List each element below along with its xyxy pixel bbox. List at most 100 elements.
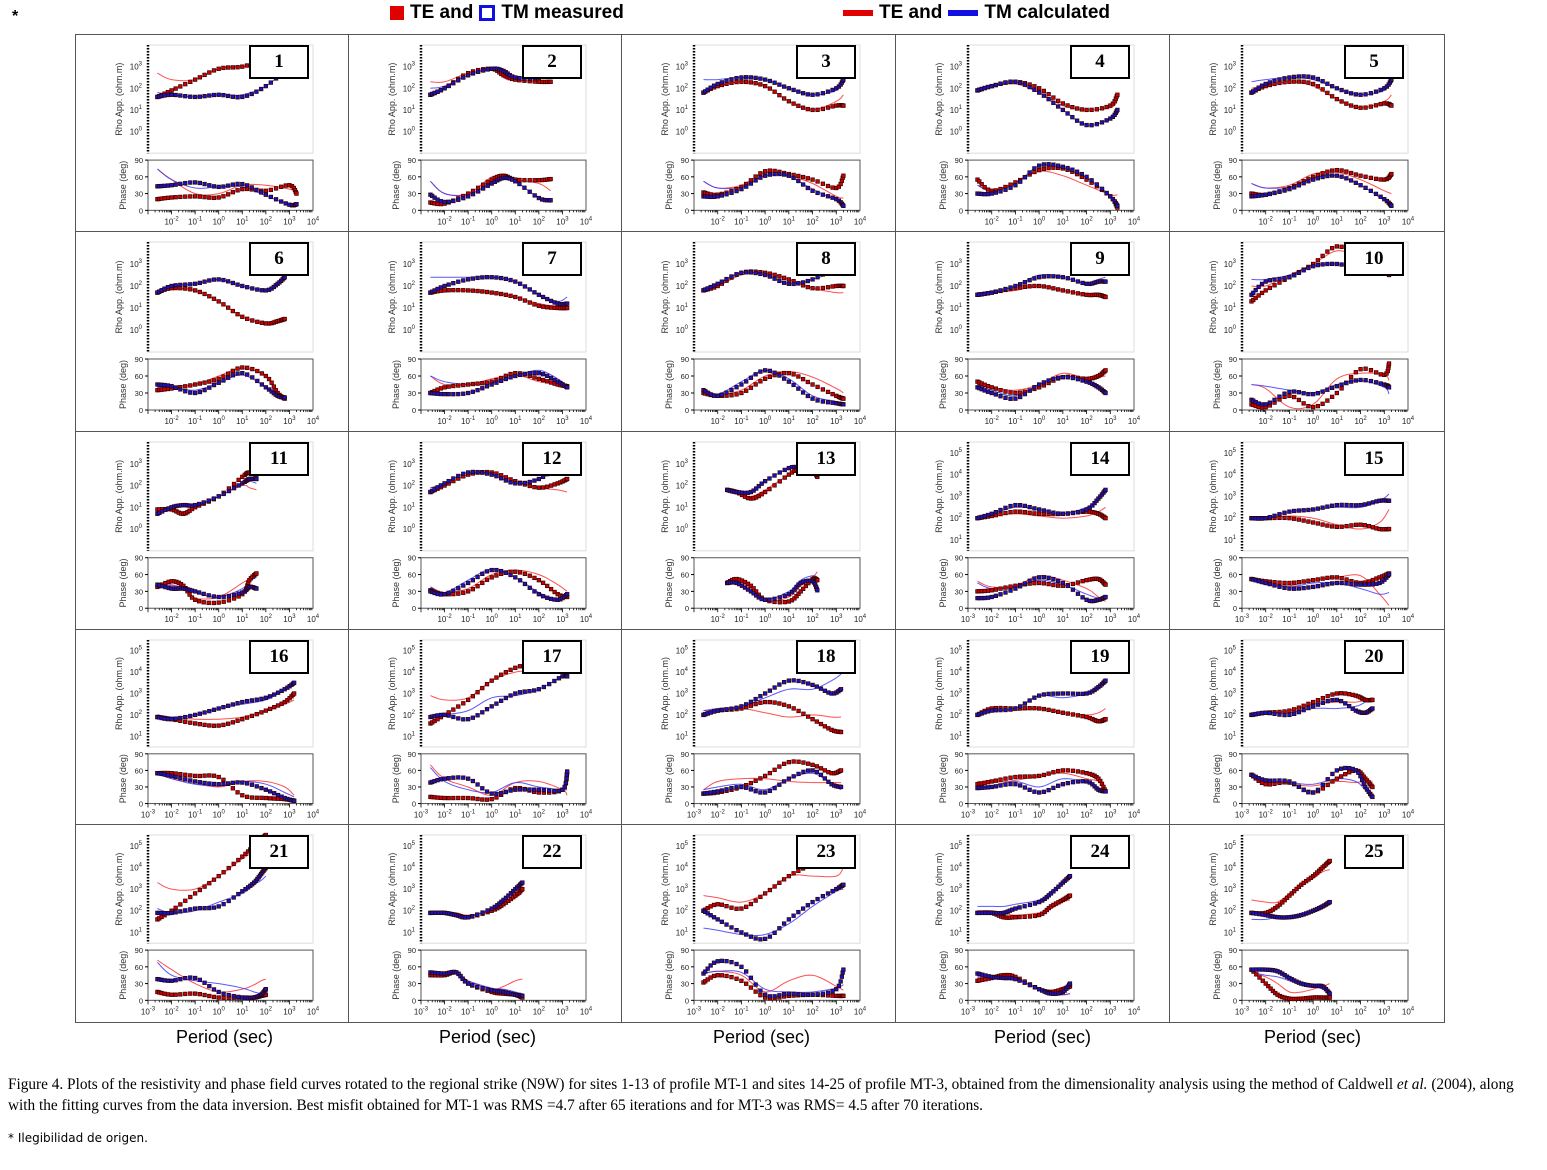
rho-tick-label: 101: [403, 105, 416, 115]
tm-measured-rho-point: [1070, 277, 1076, 282]
tm-measured-phase: [155, 180, 299, 208]
rho-tick-label: 102: [403, 83, 416, 93]
site-number-label: 3: [796, 45, 856, 79]
tm-measured-phase-point: [781, 172, 787, 177]
tm-measured-phase-point: [178, 387, 183, 392]
tm-measured-rho-point: [211, 92, 217, 98]
tm-calculated-rho-line: [703, 673, 842, 712]
tm-measured-phase-point: [1272, 397, 1277, 403]
tm-measured-rho-point: [465, 277, 471, 282]
phase-tick-label: 0: [139, 996, 143, 1005]
rho-tick-label: 101: [950, 731, 963, 741]
tm-measured-rho-point: [1003, 286, 1008, 292]
tm-measured-rho-point: [1363, 92, 1368, 97]
x-tick-label: 10-1: [1008, 216, 1023, 226]
tm-measured-rho-point: [1287, 509, 1292, 514]
te-measured-rho-point: [1370, 525, 1376, 530]
phase-y-axis-label: Phase (deg): [938, 754, 948, 803]
te-measured-phase-point: [283, 183, 288, 188]
te-measured-rho-point: [1334, 244, 1340, 249]
te-measured-rho-point: [536, 485, 542, 490]
tm-measured-phase: [701, 368, 846, 407]
te-measured-rho-point: [480, 685, 485, 691]
tm-measured-rho-point: [1013, 283, 1018, 289]
te-measured-rho-point: [250, 318, 255, 323]
te-measured-rho-point: [1334, 524, 1340, 530]
tm-measured-phase-point: [503, 570, 509, 575]
te-measured-rho-point: [540, 304, 546, 309]
tm-measured-rho-point: [240, 94, 245, 100]
tm-measured-phase-point: [1277, 189, 1282, 194]
te-measured-rho-point: [1018, 509, 1023, 514]
tm-measured-rho-point: [1320, 505, 1325, 510]
x-tick-label: 10-1: [461, 416, 476, 426]
te-measured-phase-point: [1008, 390, 1013, 395]
tm-measured-rho-point: [532, 290, 537, 295]
te-measured-rho-point: [1080, 292, 1085, 297]
te-measured-rho-point: [1358, 105, 1363, 110]
tm-measured-phase-point: [1055, 578, 1061, 584]
site-number-label: 1: [249, 45, 309, 79]
tm-measured-phase-point: [805, 185, 810, 191]
x-tick-label: 10-1: [1008, 614, 1023, 624]
x-tick-label: 103: [1104, 614, 1117, 624]
te-measured-phase-point: [1046, 581, 1051, 587]
tm-measured-phase-point: [1060, 374, 1066, 380]
tm-measured-phase-point: [540, 594, 546, 599]
te-measured-phase-point: [1301, 401, 1306, 406]
tm-measured-rho-point: [724, 707, 729, 712]
tm-measured-phase-point: [548, 596, 554, 602]
te-measured-rho-point: [1277, 515, 1282, 520]
tm-measured-phase-point: [442, 199, 447, 205]
te-measured-phase-point: [216, 376, 221, 381]
x-tick-label: 10-1: [1282, 614, 1297, 624]
te-measured-rho-point: [1115, 92, 1120, 97]
tm-measured-phase-point: [451, 198, 456, 204]
te-measured-rho-point: [1353, 522, 1359, 527]
te-measured-phase-point: [1329, 394, 1335, 400]
te-measured-rho-point: [796, 708, 801, 714]
te-measured-rho-point: [1046, 707, 1051, 713]
tm-measured-rho-point: [192, 712, 198, 718]
tm-measured-rho-point: [461, 471, 466, 476]
tm-measured-rho-point: [1344, 89, 1349, 94]
te-measured-rho-point: [744, 79, 749, 85]
te-measured-rho-point: [1320, 522, 1325, 527]
x-tick-label: 10-1: [461, 810, 476, 820]
tm-measured-phase-point: [1386, 572, 1392, 577]
site-number-label: 4: [1070, 45, 1130, 79]
te-measured-rho-point: [1084, 107, 1089, 113]
te-measured-phase-point: [192, 773, 198, 779]
tm-measured-phase-point: [830, 195, 835, 200]
tm-measured-rho: [975, 79, 1120, 128]
te-measured-rho-point: [1306, 701, 1311, 707]
te-measured-rho-point: [1022, 706, 1028, 711]
x-tick-label: 102: [533, 614, 546, 624]
te-measured-rho-point: [197, 887, 203, 893]
site-panel-20: 101 102 103 104 105 Rho App. (ohm.m) 0 30 60 90 Ph…: [1170, 630, 1444, 825]
te-measured-rho-point: [838, 729, 844, 735]
phase-plot-frame: [147, 753, 314, 805]
te-measured-rho-point: [1370, 697, 1375, 703]
x-tick-label: 101: [1331, 614, 1344, 624]
te-measured-phase-point: [255, 368, 260, 374]
tm-measured-rho-point: [1301, 707, 1306, 713]
tm-measured-rho-point: [456, 78, 461, 83]
rho-tick-label: 105: [950, 646, 963, 656]
te-measured-rho-point: [484, 289, 490, 295]
phase-y-axis-label: Phase (deg): [391, 754, 401, 803]
tm-measured-phase-point: [1310, 177, 1316, 182]
tm-measured-phase-point: [796, 386, 801, 391]
te-measured-rho-point: [1329, 246, 1335, 251]
te-measured-rho-point: [548, 483, 554, 488]
phase-tick-label: 0: [685, 604, 689, 613]
tm-measured-rho-point: [729, 77, 734, 82]
te-measured-rho-point: [1325, 90, 1330, 96]
te-measured-phase: [701, 370, 846, 401]
phase-plot-frame: [147, 358, 314, 411]
te-measured-phase-point: [178, 194, 183, 200]
te-measured-phase-point: [781, 761, 787, 767]
te-measured-rho-point: [1334, 691, 1340, 696]
te-measured-rho-point: [178, 902, 183, 907]
te-measured-rho-point: [259, 710, 264, 715]
